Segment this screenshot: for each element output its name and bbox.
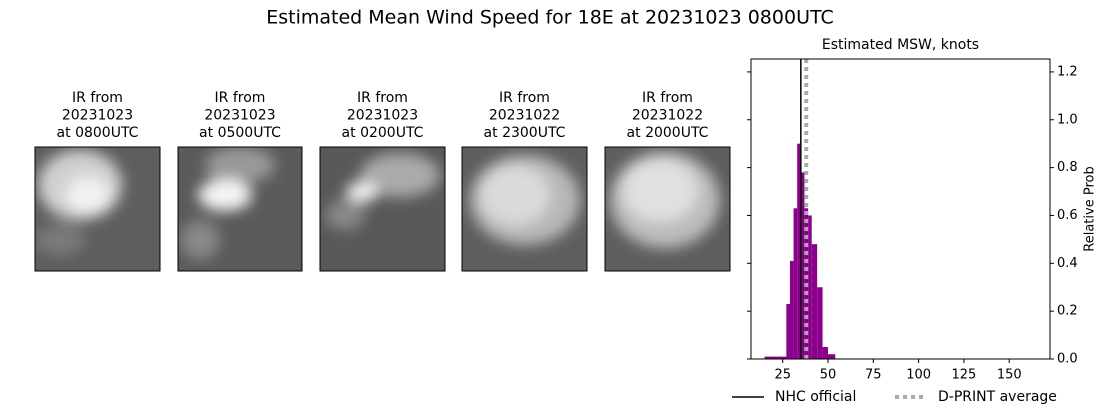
bar	[797, 143, 801, 359]
panel-title: at 2000UTC	[627, 125, 709, 141]
bar	[764, 356, 787, 359]
bar	[817, 287, 823, 359]
panel-title: 20231023	[347, 108, 418, 124]
bar	[822, 347, 829, 359]
panel-title: IR from	[642, 90, 693, 106]
panel-title: at 0500UTC	[199, 125, 281, 141]
bar	[811, 244, 818, 359]
legend-label: D-PRINT average	[938, 389, 1057, 405]
y-tick-label: 0.4	[1057, 256, 1078, 271]
x-tick-label: 150	[997, 368, 1022, 383]
bar	[793, 208, 798, 359]
y-axis-label: Relative Prob	[1083, 166, 1098, 251]
panel-title: at 0800UTC	[57, 125, 139, 141]
x-tick-label: 75	[865, 368, 882, 383]
figure-title: Estimated Mean Wind Speed for 18E at 202…	[266, 7, 834, 29]
ir-image	[178, 147, 302, 271]
panel-title: 20231023	[62, 108, 133, 124]
panel-title: 20231022	[489, 108, 560, 124]
x-tick-label: 125	[952, 368, 977, 383]
panel-title: 20231023	[204, 108, 275, 124]
panel-title: IR from	[499, 90, 550, 106]
panel-title: IR from	[215, 90, 266, 106]
y-tick-label: 0.0	[1057, 352, 1078, 367]
x-tick-label: 25	[774, 368, 791, 383]
ir-image	[35, 147, 160, 271]
ir-images	[34, 146, 731, 272]
x-tick-label: 100	[906, 368, 931, 383]
ir-image	[605, 147, 730, 271]
y-tick-label: 0.6	[1057, 208, 1078, 223]
x-tick-label: 50	[820, 368, 837, 383]
panel-title: IR from	[72, 90, 123, 106]
ir-image	[462, 147, 587, 271]
y-tick-label: 0.8	[1057, 160, 1078, 175]
ir-image	[320, 147, 445, 271]
y-tick-label: 0.2	[1057, 304, 1078, 319]
panel-title: IR from	[357, 90, 408, 106]
panel-title: at 0200UTC	[342, 125, 424, 141]
chart-title: Estimated MSW, knots	[822, 37, 979, 53]
panel-title: 20231022	[632, 108, 703, 124]
legend-label: NHC official	[775, 389, 856, 405]
panel-title: at 2300UTC	[484, 125, 566, 141]
bar	[789, 260, 794, 359]
plot-frame	[750, 58, 1051, 360]
bar	[800, 172, 805, 359]
bar	[828, 354, 836, 359]
y-tick-label: 1.2	[1057, 64, 1078, 79]
bar	[786, 303, 790, 359]
y-tick-label: 1.0	[1057, 112, 1078, 127]
bar	[808, 215, 812, 359]
